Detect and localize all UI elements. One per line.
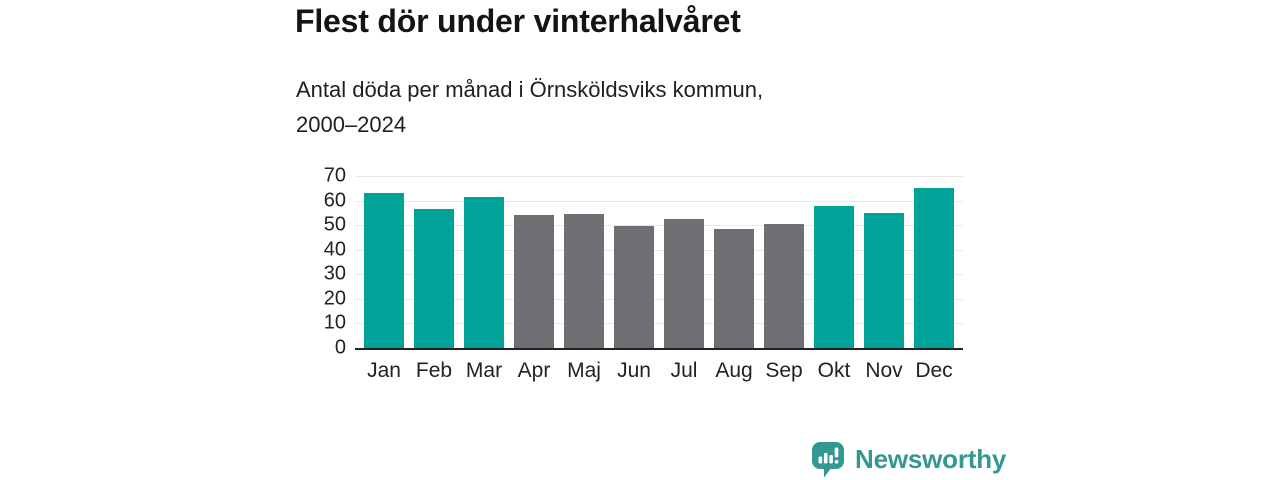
bar-mar (464, 196, 504, 348)
x-tick-label-nov: Nov (865, 359, 903, 382)
bar-dec (914, 188, 954, 348)
gridline-40 (355, 249, 963, 251)
brand-name: Newsworthy (855, 444, 1007, 474)
bar-jul (664, 219, 704, 348)
bar-jun (614, 226, 654, 348)
x-axis-labels: Jan Feb Mar Apr Maj Jun Jul Aug Sep Okt Nov Dec (355, 359, 963, 383)
y-tick-label-10: 10 (323, 311, 346, 334)
chart-title: Flest dör under vinterhalvåret (295, 3, 741, 39)
x-tick-label-mar: Mar (465, 359, 503, 382)
x-tick-label-jan: Jan (367, 359, 401, 382)
x-tick-label-aug: Aug (715, 359, 753, 382)
x-tick-label-maj: Maj (567, 359, 601, 382)
gridline-50 (355, 225, 963, 227)
bar-aug (714, 228, 754, 348)
bar-sep (764, 223, 804, 348)
y-tick-label-0: 0 (334, 336, 346, 359)
x-tick-label-jun: Jun (617, 359, 651, 382)
y-tick-label-30: 30 (323, 262, 346, 285)
subtitle-line-1: Antal döda per månad i Örnsköldsviks kom… (296, 77, 764, 102)
x-tick-label-feb: Feb (415, 359, 453, 382)
gridline-10 (355, 323, 963, 325)
y-tick-label-70: 70 (323, 164, 346, 187)
gridline-20 (355, 298, 963, 300)
y-tick-label-50: 50 (323, 213, 346, 236)
x-tick-label-sep: Sep (765, 359, 803, 382)
plot-area: 0 10 20 30 40 50 60 70 Jan Feb Mar Apr Maj Jun Jul Aug… (324, 165, 963, 382)
x-tick-label-jul: Jul (670, 359, 698, 382)
x-tick-label-okt: Okt (817, 359, 851, 382)
chart-subtitle: Antal döda per månad i Örnsköldsviks kom… (296, 72, 763, 142)
brand-footer: Newsworthy (810, 441, 1006, 478)
y-tick-label-40: 40 (323, 238, 346, 261)
gridline-30 (355, 274, 963, 276)
bar-feb (414, 209, 454, 348)
x-tick-label-dec: Dec (915, 359, 953, 382)
bar-nov (864, 212, 904, 348)
gridline-60 (355, 200, 963, 202)
x-tick-label-apr: Apr (517, 359, 551, 382)
y-tick-label-60: 60 (323, 189, 346, 212)
bar-maj (564, 214, 604, 348)
bar-jan (364, 193, 404, 348)
bar-series (355, 176, 963, 348)
y-tick-label-20: 20 (323, 287, 346, 310)
subtitle-line-2: 2000–2024 (296, 112, 407, 137)
newsworthy-logo-bar-chart-speech-bubble-icon (812, 442, 844, 478)
gridline-70 (355, 176, 963, 177)
bar-okt (814, 205, 854, 348)
bar-apr (514, 215, 554, 348)
